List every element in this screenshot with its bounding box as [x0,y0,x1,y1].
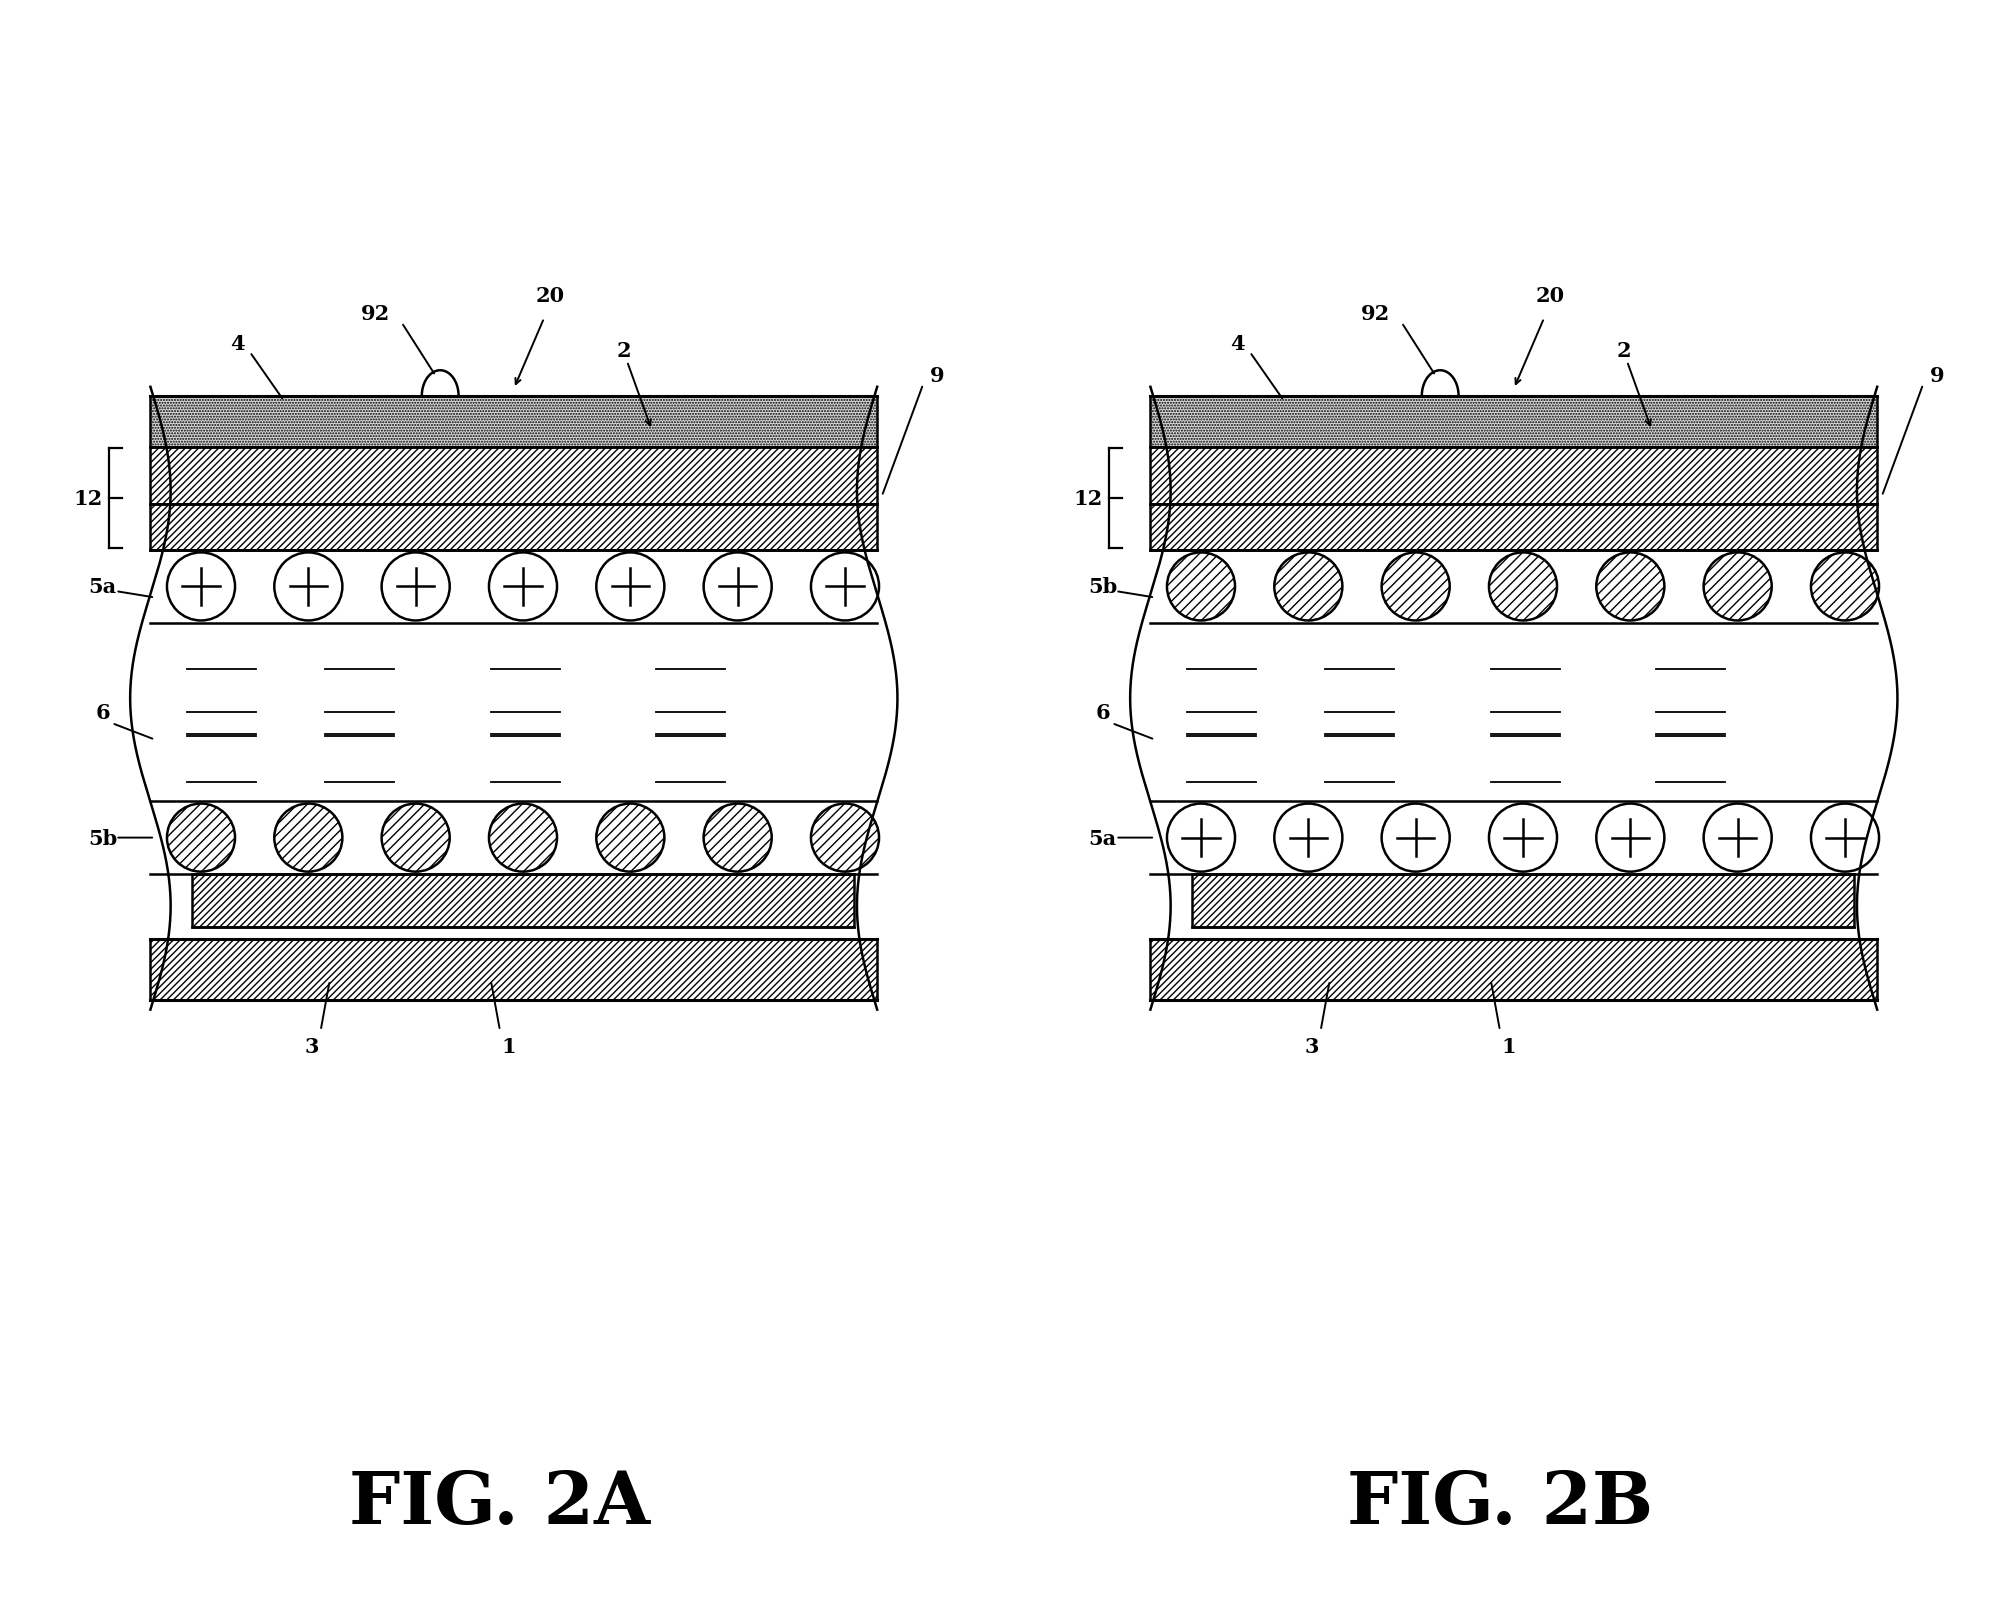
Circle shape [1382,804,1450,873]
Circle shape [810,804,880,873]
Text: 3: 3 [1304,1037,1318,1057]
Circle shape [382,553,450,620]
Bar [150,938,878,1001]
Circle shape [1274,804,1342,873]
Circle shape [488,553,558,620]
Circle shape [1596,553,1664,620]
Bar [1150,397,1878,447]
Circle shape [1488,804,1558,873]
Circle shape [166,804,236,873]
Bar [150,397,878,447]
Circle shape [274,553,342,620]
Text: 3: 3 [304,1037,318,1057]
Circle shape [810,553,880,620]
Text: 6: 6 [1096,702,1110,723]
Text: 5a: 5a [88,577,116,598]
Circle shape [1810,804,1880,873]
Circle shape [1488,553,1558,620]
Text: 92: 92 [1362,304,1390,325]
Text: 1: 1 [502,1037,516,1057]
Circle shape [1382,553,1450,620]
Text: 9: 9 [1930,366,1944,386]
Circle shape [488,804,558,873]
Bar [1150,938,1878,1001]
Bar [150,447,878,505]
Circle shape [1704,804,1772,873]
Text: 20: 20 [536,286,566,305]
Text: 2: 2 [1616,341,1632,362]
Circle shape [596,804,664,873]
Circle shape [704,553,772,620]
Circle shape [1166,553,1236,620]
Text: 5b: 5b [1088,577,1118,598]
Bar [150,505,878,550]
Circle shape [1596,804,1664,873]
Circle shape [1704,553,1772,620]
Text: 6: 6 [96,702,110,723]
Text: 5b: 5b [88,828,118,848]
Text: 92: 92 [362,304,390,325]
Text: 4: 4 [1230,333,1246,354]
Text: 4: 4 [230,333,246,354]
Text: 9: 9 [930,366,944,386]
Text: FIG. 2B: FIG. 2B [1346,1467,1654,1538]
Bar [1150,505,1878,550]
Text: 12: 12 [74,489,102,509]
Text: 2: 2 [616,341,632,362]
Text: 12: 12 [1074,489,1102,509]
Circle shape [1810,553,1880,620]
Bar [192,874,854,927]
Circle shape [596,553,664,620]
Bar [1192,874,1854,927]
Circle shape [1166,804,1236,873]
Text: FIG. 2A: FIG. 2A [350,1467,650,1538]
Text: 1: 1 [1502,1037,1516,1057]
Text: 5a: 5a [1088,828,1116,848]
Circle shape [1274,553,1342,620]
Bar [1150,447,1878,505]
Circle shape [704,804,772,873]
Circle shape [166,553,236,620]
Text: 20: 20 [1536,286,1566,305]
Circle shape [274,804,342,873]
Circle shape [382,804,450,873]
